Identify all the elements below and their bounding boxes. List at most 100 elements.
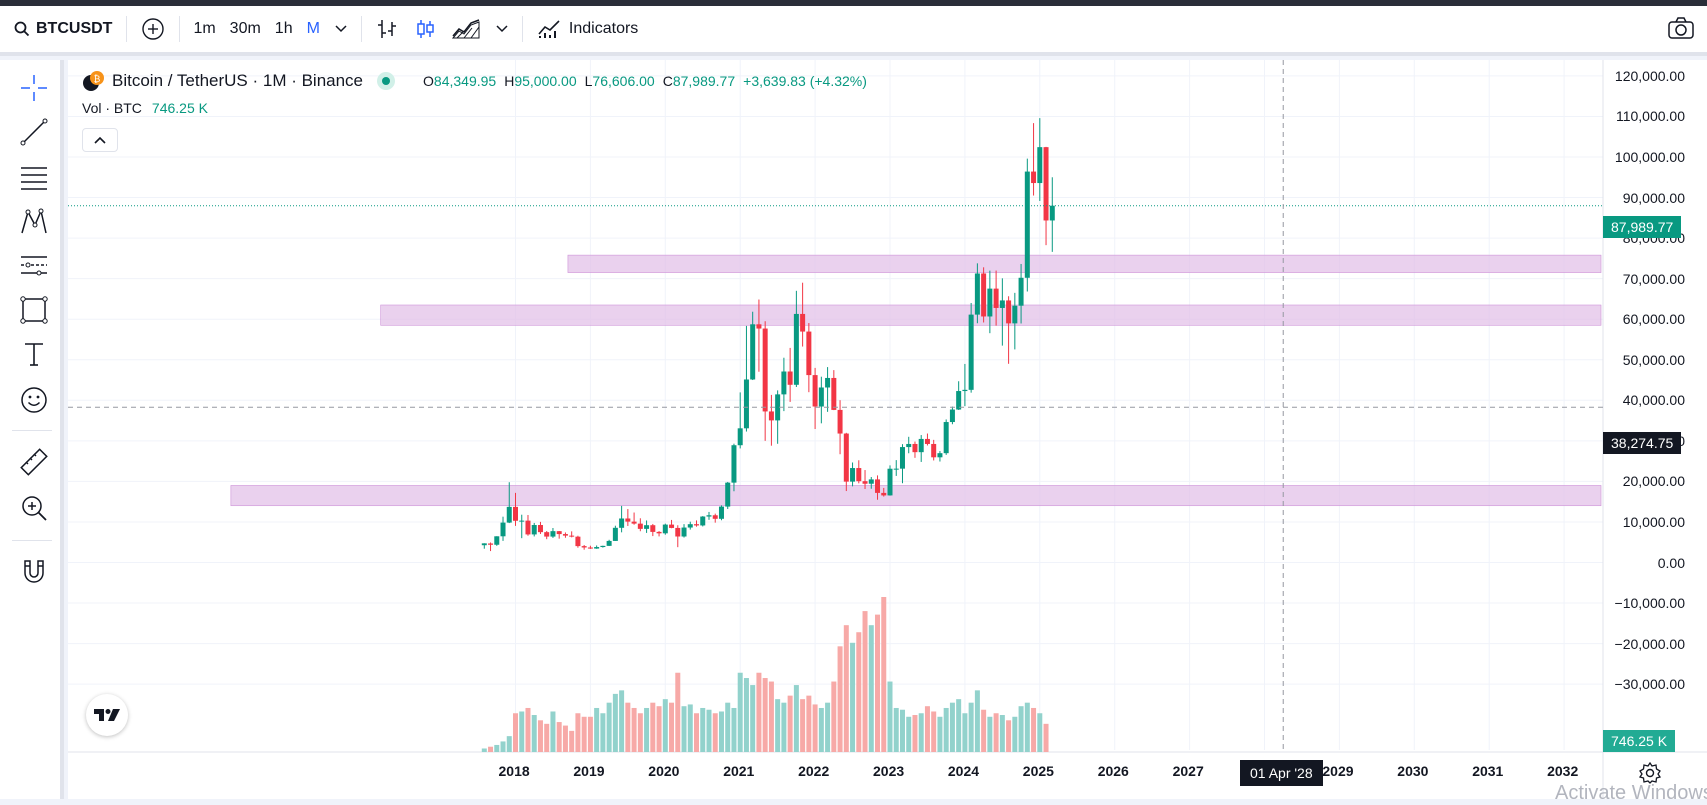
tradingview-logo[interactable] xyxy=(86,694,128,736)
indicators-icon xyxy=(538,20,560,38)
volume-bar xyxy=(862,611,868,752)
price-tick-label: 60,000.00 xyxy=(1622,311,1685,328)
volume-bar xyxy=(1018,706,1024,752)
toolbar-divider xyxy=(521,16,523,42)
volume-bar xyxy=(981,709,987,752)
time-tick-label: 2030 xyxy=(1397,763,1429,779)
toolbar-divider xyxy=(12,430,52,431)
candle-body xyxy=(999,300,1005,308)
volume-bar xyxy=(587,716,593,752)
forecast-tool[interactable] xyxy=(16,248,52,284)
price-tick-label: 120,000.00 xyxy=(1614,67,1685,84)
interval-1m[interactable]: 1m xyxy=(193,20,216,37)
magnet-icon xyxy=(24,560,44,583)
chart-legend: ₿ Bitcoin / TetherUS · 1M · Binance O84,… xyxy=(82,68,867,94)
crosshair-tool[interactable] xyxy=(16,70,52,106)
interval-month[interactable]: M xyxy=(306,20,320,37)
indicators-button[interactable]: Indicators xyxy=(529,11,646,47)
price-tick-label: 110,000.00 xyxy=(1615,108,1685,125)
volume-bar xyxy=(962,713,968,752)
shape-tool[interactable] xyxy=(16,292,52,328)
plus-circle-icon xyxy=(142,18,165,40)
compare-symbol-button[interactable] xyxy=(133,11,173,47)
trend-line-tool[interactable] xyxy=(16,114,52,150)
candle-body xyxy=(1049,205,1055,221)
volume-bar xyxy=(1024,702,1030,752)
volume-bar xyxy=(1006,720,1012,752)
measure-tool[interactable] xyxy=(16,444,52,480)
candle-body xyxy=(581,546,587,548)
volume-bar xyxy=(831,681,837,752)
volume-bar xyxy=(931,711,937,752)
volume-bar xyxy=(899,709,905,752)
area-style-button[interactable] xyxy=(444,11,488,47)
symbol-search[interactable]: BTCUSDT xyxy=(0,11,120,47)
volume-bar xyxy=(775,699,781,752)
interval-dropdown[interactable] xyxy=(327,11,355,47)
volume-bar xyxy=(943,707,949,752)
volume-bar xyxy=(569,730,575,752)
bars-style-button[interactable] xyxy=(368,11,406,47)
screenshot-button[interactable] xyxy=(1667,16,1695,45)
candle-body xyxy=(843,433,849,482)
interval-30m[interactable]: 30m xyxy=(229,20,261,37)
volume-bar xyxy=(488,746,494,752)
volume-bar xyxy=(562,725,568,752)
volume-bar xyxy=(987,716,993,752)
magnet-tool[interactable] xyxy=(16,554,52,590)
volume-bar xyxy=(519,711,525,752)
price-tick-label: −10,000.00 xyxy=(1614,595,1685,612)
candle-body xyxy=(556,531,562,535)
volume-bar xyxy=(550,711,556,752)
volume-bar xyxy=(700,707,706,752)
top-toolbar: BTCUSDT 1m 30m 1h M Indicators xyxy=(0,6,1707,56)
text-tool[interactable] xyxy=(16,336,52,372)
chevron-up-icon xyxy=(94,136,106,144)
crosshair-date-tag: 01 Apr '28 xyxy=(1240,760,1323,786)
candle-body xyxy=(1043,147,1049,221)
volume-bar xyxy=(818,707,824,752)
zoom-in-tool[interactable] xyxy=(16,490,52,526)
crosshair-icon xyxy=(21,75,47,101)
price-tick-label: 90,000.00 xyxy=(1622,189,1685,206)
emoji-tool[interactable] xyxy=(16,382,52,418)
volume-bar xyxy=(494,744,500,752)
chart-type-dropdown[interactable] xyxy=(488,11,516,47)
volume-bar xyxy=(556,722,562,752)
candle-body xyxy=(594,547,600,549)
volume-bar xyxy=(918,713,924,752)
chevron-down-icon xyxy=(335,25,347,33)
volume-label: Vol · BTC xyxy=(82,100,142,116)
volume-bar xyxy=(993,713,999,752)
fib-tool[interactable] xyxy=(16,160,52,196)
candle-body xyxy=(662,524,668,534)
candle-body xyxy=(906,443,912,448)
price-tick-label: −30,000.00 xyxy=(1614,676,1685,693)
candle-body xyxy=(931,443,937,458)
candle-body xyxy=(812,375,818,407)
candle-body xyxy=(768,411,774,421)
volume-bar xyxy=(669,702,675,752)
candle-body xyxy=(637,523,643,529)
candle-body xyxy=(1037,147,1043,184)
price-tick-label: 0.00 xyxy=(1657,554,1685,571)
candles-style-button[interactable] xyxy=(406,11,444,47)
chart-pane[interactable] xyxy=(68,60,1707,799)
candle-body xyxy=(862,481,868,484)
price-tick-label: 40,000.00 xyxy=(1622,392,1685,409)
volume-bar xyxy=(694,713,700,752)
chart-settings-button[interactable] xyxy=(1638,761,1662,790)
candle-body xyxy=(949,409,955,423)
candle-body xyxy=(825,377,831,388)
price-chart[interactable] xyxy=(68,60,1707,799)
pattern-tool[interactable] xyxy=(16,204,52,240)
interval-1h[interactable]: 1h xyxy=(274,20,293,37)
candle-body xyxy=(669,524,675,528)
candle-body xyxy=(587,547,593,549)
candle-body xyxy=(974,273,980,315)
text-icon xyxy=(25,343,43,366)
volume-bar xyxy=(675,672,681,752)
candle-body xyxy=(762,328,768,412)
volume-bar xyxy=(600,713,606,752)
collapse-legend-button[interactable] xyxy=(82,128,118,152)
